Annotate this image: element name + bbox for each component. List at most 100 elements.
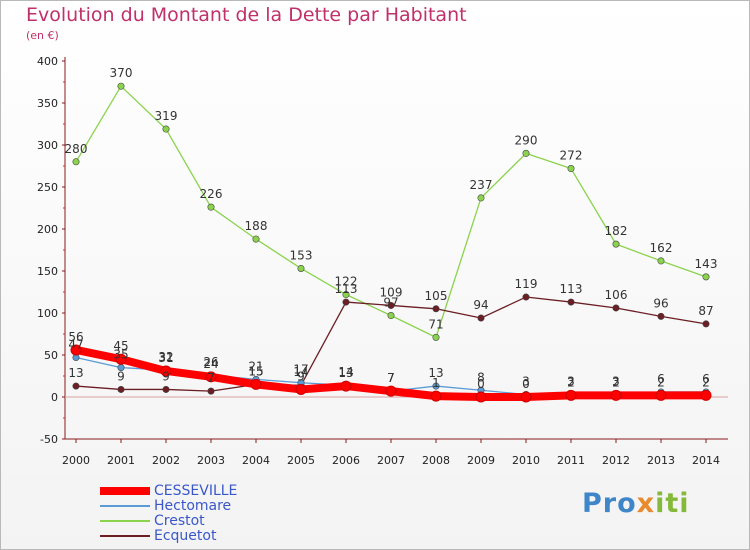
data-label-ecquetot: 109 [380,285,403,299]
data-label-crestot: 143 [695,257,718,271]
data-label-hectomare: 32 [158,350,173,364]
data-label-cesseville: 0 [477,377,485,391]
data-point-cesseville [385,385,397,397]
data-label-crestot: 182 [605,224,628,238]
legend-item-cesseville: CESSEVILLE [100,482,238,499]
data-label-crestot: 319 [155,109,178,123]
data-point-cesseville [160,365,172,377]
data-point-crestot [657,257,665,265]
data-label-hectomare: 7 [387,371,395,385]
data-label-hectomare: 3 [522,374,530,388]
legend-label: Ecquetot [154,527,217,544]
data-label-hectomare: 35 [113,348,128,362]
data-label-crestot: 272 [560,149,583,163]
data-label-hectomare: 14 [338,365,353,379]
legend-label: CESSEVILLE [154,482,238,499]
data-point-cesseville [430,390,442,402]
data-label-cesseville: 15 [248,364,263,378]
y-tick-label: 0 [51,391,58,404]
data-label-crestot: 226 [200,187,223,201]
data-label-cesseville: 1 [432,376,440,390]
data-label-hectomare: 6 [657,372,665,386]
data-point-cesseville [475,391,487,403]
data-point-crestot [162,125,170,133]
data-point-crestot [432,333,440,341]
data-label-crestot: 153 [290,248,313,262]
data-point-crestot [252,235,260,243]
data-point-cesseville [520,391,532,403]
data-label-crestot: 237 [470,178,493,192]
data-label-cesseville: 7 [387,371,395,385]
data-point-ecquetot [657,312,665,320]
data-label-ecquetot: 7 [207,371,215,385]
chart-subtitle: (en €) [26,29,59,42]
data-point-cesseville [655,389,667,401]
data-label-cesseville: 45 [113,339,128,353]
data-label-hectomare: 6 [702,372,710,386]
data-point-ecquetot [567,298,575,306]
data-label-cesseville: 31 [158,351,173,365]
data-point-ecquetot [72,382,80,390]
y-tick-label: 400 [37,55,58,68]
data-point-ecquetot [612,304,620,312]
data-point-cesseville [250,378,262,390]
data-label-ecquetot: 105 [425,289,448,303]
data-label-crestot: 97 [383,296,398,310]
data-label-ecquetot: 87 [698,304,713,318]
data-label-cesseville: 0 [522,377,530,391]
data-label-cesseville: 2 [567,375,575,389]
x-tick-label: 2014 [692,454,720,467]
data-label-hectomare: 47 [68,338,83,352]
data-point-cesseville [70,344,82,356]
data-point-ecquetot [162,385,170,393]
data-label-ecquetot: 15 [248,364,263,378]
data-point-crestot [72,158,80,166]
x-tick-label: 2003 [197,454,225,467]
legend-item-crestot: Crestot [100,513,237,529]
proxiti-logo: Proxiti [582,488,690,519]
data-point-ecquetot [702,320,710,328]
x-tick-label: 2005 [287,454,315,467]
x-tick-label: 2010 [512,454,540,467]
data-label-cesseville: 2 [612,375,620,389]
data-point-crestot [567,165,575,173]
data-point-cesseville [700,389,712,401]
data-label-crestot: 280 [65,142,88,156]
x-tick-label: 2006 [332,454,360,467]
data-label-hectomare: 17 [293,363,308,377]
data-label-cesseville: 9 [297,369,305,383]
data-label-ecquetot: 14 [293,365,308,379]
legend-swatch [100,534,150,537]
data-label-crestot: 71 [428,317,443,331]
data-point-ecquetot [342,298,350,306]
data-point-crestot [612,240,620,248]
data-label-cesseville: 24 [203,357,218,371]
data-point-hectomare [432,382,440,390]
y-tick-label: 200 [37,223,58,236]
data-point-cesseville [610,389,622,401]
data-label-cesseville: 2 [702,375,710,389]
x-tick-label: 2001 [107,454,135,467]
data-point-cesseville [205,371,217,383]
x-tick-label: 2009 [467,454,495,467]
y-tick-label: -50 [40,433,58,446]
data-label-ecquetot: 94 [473,298,488,312]
data-point-ecquetot [432,305,440,313]
logo-text-iti: iti [655,488,690,519]
data-point-cesseville [340,380,352,392]
x-tick-label: 2007 [377,454,405,467]
data-label-ecquetot: 9 [117,369,125,383]
data-label-ecquetot: 13 [68,366,83,380]
data-label-hectomare: 26 [203,355,218,369]
data-label-hectomare: 3 [567,374,575,388]
x-tick-label: 2002 [152,454,180,467]
data-label-cesseville: 56 [68,330,83,344]
x-tick-label: 2008 [422,454,450,467]
data-label-cesseville: 2 [657,375,665,389]
x-tick-label: 2011 [557,454,585,467]
data-point-ecquetot [387,301,395,309]
x-tick-label: 2012 [602,454,630,467]
data-label-ecquetot: 113 [335,282,358,296]
data-label-hectomare: 3 [612,374,620,388]
x-tick-label: 2013 [647,454,675,467]
